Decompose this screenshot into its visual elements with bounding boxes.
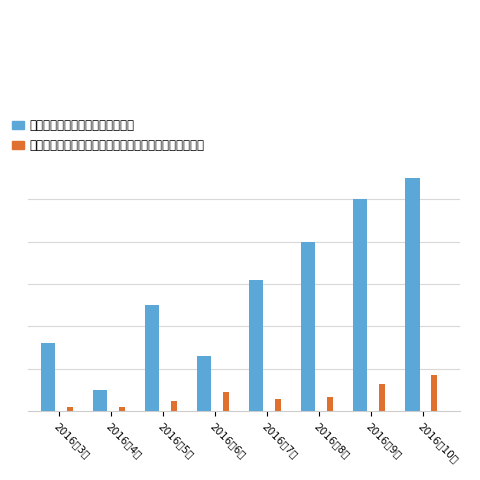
Bar <box>379 384 385 411</box>
Bar <box>405 178 420 411</box>
Bar <box>301 241 315 411</box>
Bar <box>353 199 368 411</box>
Bar <box>431 375 437 411</box>
Bar <box>327 396 333 411</box>
Bar <box>145 305 159 411</box>
Bar <box>119 407 125 411</box>
Legend: ランサムウェア感染を狙うメール, ランサムウェアやその他のマルウェア感染を狙うメール: ランサムウェア感染を狙うメール, ランサムウェアやその他のマルウェア感染を狙うメ… <box>12 120 204 153</box>
Bar <box>67 407 73 411</box>
Bar <box>223 392 229 411</box>
Bar <box>171 401 177 411</box>
Bar <box>197 356 211 411</box>
Bar <box>275 399 281 411</box>
Bar <box>249 280 264 411</box>
Bar <box>93 390 108 411</box>
Bar <box>41 344 55 411</box>
